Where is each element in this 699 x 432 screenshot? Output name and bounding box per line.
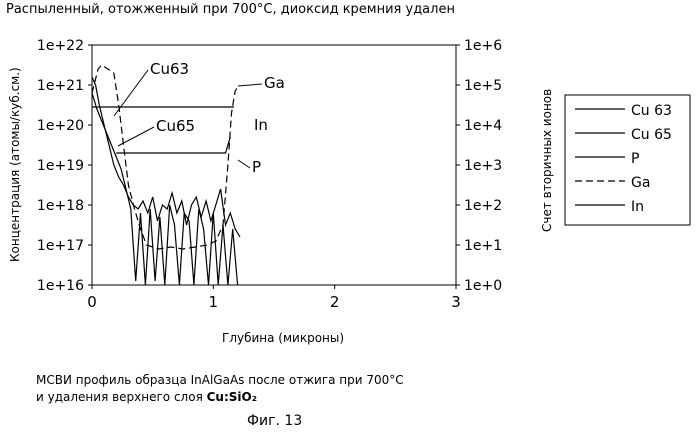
y-right-tick-label: 1e+1 [464, 238, 502, 254]
y-right-tick-label: 1e+6 [464, 38, 502, 54]
y-left-tick-label: 1e+21 [37, 78, 84, 94]
y-right-tick-label: 1e+3 [464, 158, 502, 174]
legend-label: Cu 63 [631, 103, 672, 119]
annotation-leader [238, 160, 250, 168]
x-axis-label: Глубина (микроны) [222, 331, 344, 345]
y-left-tick-label: 1e+17 [37, 238, 84, 254]
legend-label: P [631, 151, 639, 167]
series-line-p [116, 137, 230, 153]
annotation-leader [238, 84, 262, 86]
caption-line-2-text: и удаления верхнего слоя [36, 390, 207, 404]
caption-line-1: МСВИ профиль образца InAlGaAs после отжи… [36, 373, 404, 387]
annotation-in: In [254, 116, 268, 134]
y-right-tick-label: 1e+2 [464, 198, 502, 214]
y-left-tick-label: 1e+20 [37, 118, 84, 134]
annotation-leader [118, 127, 154, 146]
series-line-cu63 [92, 77, 240, 237]
annotation-p: P [252, 158, 261, 176]
figure-label: Фиг. 13 [247, 413, 302, 429]
y-right-tick-label: 1e+4 [464, 118, 502, 134]
series-line-ga [92, 65, 238, 249]
x-tick-label: 0 [87, 293, 97, 311]
x-tick-label: 3 [451, 293, 461, 311]
y-left-tick-label: 1e+18 [37, 198, 84, 214]
legend-label: Ga [631, 175, 650, 191]
annotation-ga: Ga [264, 74, 285, 92]
annotation-cu65: Cu65 [156, 117, 195, 135]
annotation-cu63: Cu63 [150, 60, 189, 78]
y-left-tick-label: 1e+22 [37, 38, 84, 54]
x-tick-label: 2 [330, 293, 340, 311]
y-left-tick-label: 1e+19 [37, 158, 84, 174]
legend-label: In [631, 199, 644, 215]
chart-plot: 1e+161e+171e+181e+191e+201e+211e+221e+01… [0, 0, 699, 432]
y-right-tick-label: 1e+5 [464, 78, 502, 94]
y-left-tick-label: 1e+16 [37, 278, 84, 294]
legend-label: Cu 65 [631, 127, 672, 143]
y-right-tick-label: 1e+0 [464, 278, 502, 294]
caption-line-2: и удаления верхнего слоя Cu:SiO₂ [36, 390, 257, 404]
x-tick-label: 1 [209, 293, 219, 311]
caption-layer-name: Cu:SiO₂ [207, 390, 257, 404]
annotation-leader [114, 70, 148, 116]
